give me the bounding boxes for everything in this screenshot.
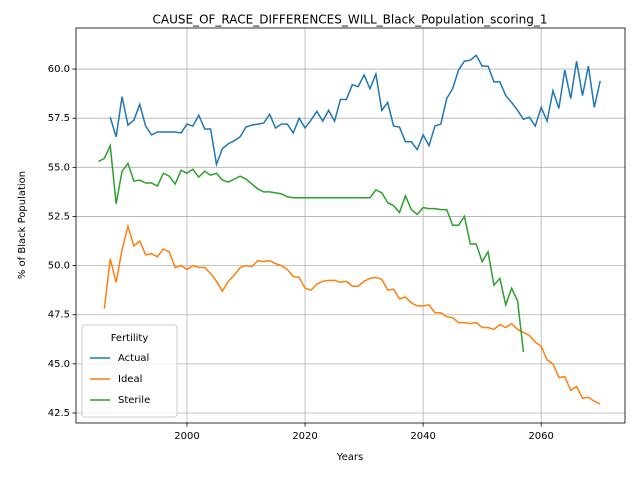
- legend-box: [81, 324, 178, 418]
- legend-label: Ideal: [118, 374, 142, 385]
- y-tick-label: 42.5: [48, 408, 70, 419]
- y-tick-label: 52.5: [48, 211, 70, 222]
- x-axis-label: Years: [336, 452, 363, 463]
- y-axis-label: % of Black Population: [17, 171, 28, 279]
- x-tick-label: 2040: [410, 431, 435, 442]
- y-tick-label: 57.5: [48, 113, 70, 124]
- chart-title: CAUSE_OF_RACE_DIFFERENCES_WILL_Black_Pop…: [153, 13, 548, 27]
- line-series: [98, 142, 525, 353]
- legend-label: Sterile: [118, 395, 150, 406]
- legend-title: Fertility: [111, 333, 149, 344]
- y-tick-label: 45.0: [48, 359, 70, 370]
- legend-label: Actual: [118, 353, 149, 364]
- y-tick-label: 60.0: [48, 64, 70, 75]
- line-series: [109, 54, 601, 168]
- y-tick-label: 50.0: [48, 261, 70, 272]
- y-tick-label: 47.5: [48, 310, 70, 321]
- x-tick-label: 2000: [174, 431, 199, 442]
- x-tick-label: 2060: [528, 431, 553, 442]
- plot-frame: [75, 27, 626, 424]
- x-tick-label: 2020: [292, 431, 317, 442]
- y-tick-label: 55.0: [48, 162, 70, 173]
- line-series: [103, 223, 601, 405]
